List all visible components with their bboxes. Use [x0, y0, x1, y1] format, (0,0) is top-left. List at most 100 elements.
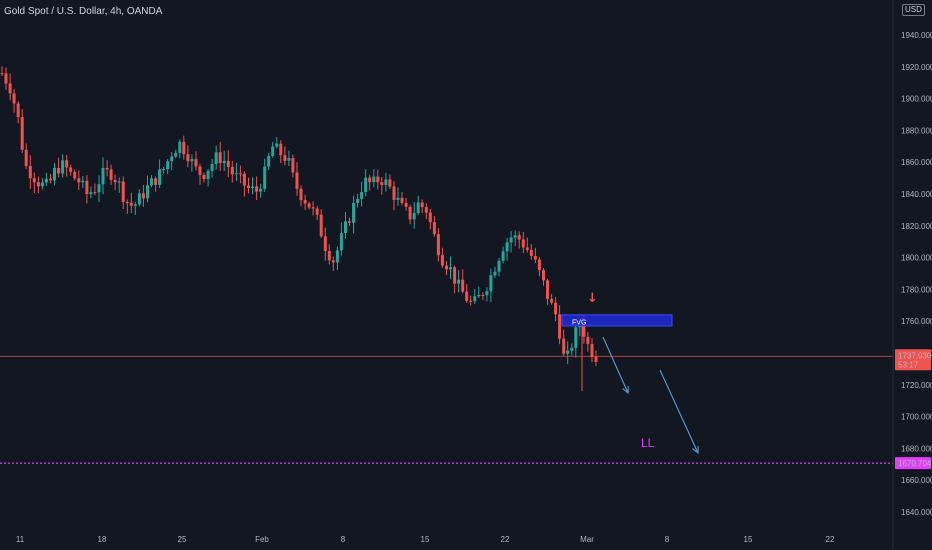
candle-body: [85, 180, 89, 194]
candle-body: [360, 192, 364, 199]
y-tick-label: 1640.000: [901, 508, 932, 517]
candle-body: [81, 180, 85, 183]
target-price-value: 1670.704: [898, 459, 932, 468]
candle-body: [44, 178, 48, 183]
candle-body: [570, 347, 574, 351]
target-price-badge: [895, 457, 931, 470]
candle-body: [190, 159, 194, 162]
candle-body: [432, 222, 436, 235]
candle-body: [440, 255, 444, 266]
candle-body: [428, 212, 432, 223]
candle-body: [263, 166, 267, 189]
bar-countdown: 53:17: [898, 360, 919, 369]
x-tick-label: 15: [744, 535, 753, 544]
candle-body: [594, 357, 598, 362]
candle-body: [356, 198, 360, 203]
candle-body: [259, 188, 263, 192]
x-tick-label: 8: [665, 535, 670, 544]
candle-body: [408, 206, 412, 220]
candle-body: [36, 182, 40, 187]
candle-body: [202, 174, 206, 180]
y-tick-label: 1780.000: [901, 285, 932, 294]
candle-body: [73, 171, 77, 179]
y-tick-label: 1940.000: [901, 31, 932, 40]
candle-body: [384, 179, 388, 185]
candle-body: [352, 202, 356, 223]
projection-arrow-1-head: [622, 385, 629, 395]
candle-body: [251, 186, 254, 189]
candle-body: [372, 176, 376, 183]
candle-body: [121, 181, 125, 202]
candle-body: [493, 271, 497, 276]
x-tick-label: Mar: [580, 535, 594, 544]
symbol-title[interactable]: Gold Spot / U.S. Dollar, 4h, OANDA: [4, 6, 163, 17]
candle-body: [562, 338, 566, 354]
candle-body: [214, 152, 218, 164]
supply-zone-label: FVG: [572, 319, 586, 326]
candle-body: [242, 173, 246, 186]
candle-body: [299, 188, 303, 201]
candle-body: [137, 193, 141, 205]
candle-body: [0, 73, 4, 75]
y-tick-label: 1680.000: [901, 444, 932, 453]
y-tick-label: 1760.000: [901, 317, 932, 326]
projection-arrow-2-head: [692, 445, 699, 455]
candle-body: [129, 202, 133, 206]
candle-body: [295, 172, 299, 189]
candle-body: [174, 152, 178, 157]
candle-body: [481, 295, 485, 296]
candle-body: [449, 267, 452, 270]
candle-body: [525, 247, 529, 250]
candle-body: [327, 251, 331, 261]
candle-body: [319, 214, 323, 237]
candle-body: [400, 197, 404, 203]
candle-body: [4, 73, 8, 84]
candle-body: [550, 298, 554, 303]
supply-zone[interactable]: [561, 314, 673, 327]
candle-body: [477, 295, 481, 297]
candle-body: [283, 155, 287, 161]
candle-body: [222, 161, 226, 164]
candle-body: [303, 200, 307, 204]
candle-body: [505, 242, 509, 252]
candle-body: [65, 160, 69, 168]
candle-body: [255, 186, 259, 192]
projection-arrow-2[interactable]: [659, 369, 699, 454]
y-tick-label: 1720.000: [901, 381, 932, 390]
candle-body: [465, 291, 469, 301]
candle-body: [513, 235, 517, 238]
candle-body: [517, 235, 521, 240]
candle-body: [501, 251, 505, 261]
candle-body: [154, 178, 158, 185]
candle-body: [436, 234, 440, 256]
x-axis-ticks[interactable]: 11 18 25 Feb 8 15 22 Mar 8 15 22: [16, 535, 835, 544]
candle-body: [12, 93, 16, 104]
lower-low-label: LL: [641, 436, 655, 450]
currency-badge[interactable]: USD: [902, 4, 925, 16]
y-axis-ticks[interactable]: 1940.000 1920.000 1900.000 1880.000 1860.000…: [901, 31, 932, 517]
candle-body: [392, 186, 396, 200]
candle-body: [275, 143, 279, 147]
candle-body: [307, 203, 311, 208]
x-tick-label: 22: [826, 535, 835, 544]
candle-body: [335, 250, 339, 263]
x-tick-label: 25: [178, 535, 187, 544]
candle-body: [376, 176, 380, 183]
candle-body: [315, 208, 319, 215]
candle-body: [16, 103, 20, 118]
candle-body: [582, 324, 586, 337]
candle-body: [489, 275, 493, 292]
candle-body: [537, 259, 541, 271]
candle-body: [396, 197, 400, 200]
candle-body: [28, 165, 32, 179]
candle-body: [198, 166, 202, 175]
projection-arrow-1[interactable]: [602, 336, 629, 394]
candle-body: [566, 350, 570, 354]
y-tick-label: 1860.000: [901, 158, 932, 167]
y-tick-label: 1920.000: [901, 63, 932, 72]
y-tick-label: 1820.000: [901, 222, 932, 231]
x-tick-label: 22: [501, 535, 510, 544]
candle-body: [57, 168, 61, 174]
candle-body: [93, 192, 97, 194]
